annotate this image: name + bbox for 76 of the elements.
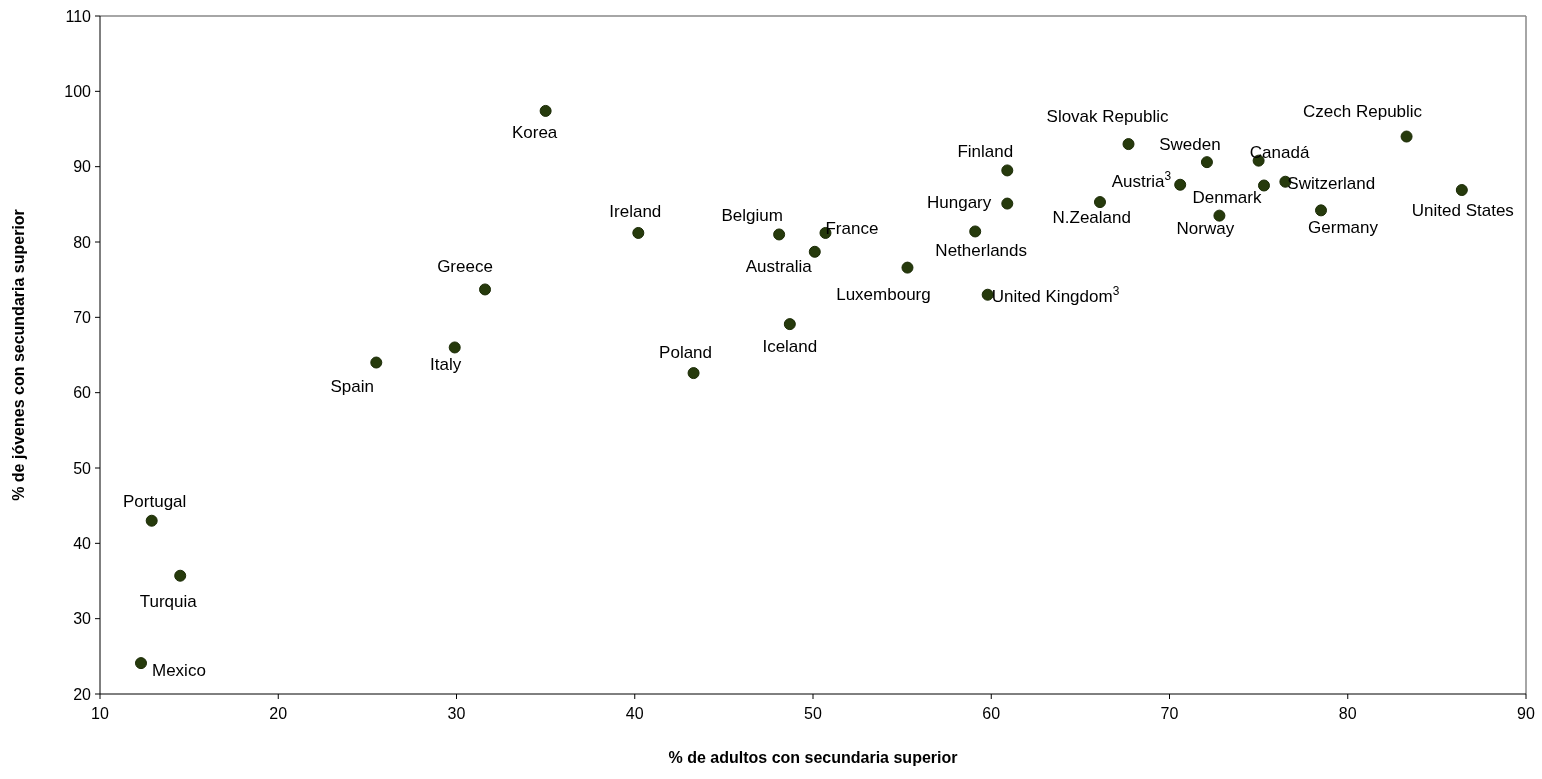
x-tick-label: 20 (269, 705, 288, 722)
annotation: Australia (745, 256, 813, 276)
point (174, 569, 187, 582)
annotation: France (825, 218, 879, 238)
point (632, 226, 645, 239)
y-axis-title: % de jóvenes con secundaria superior (10, 209, 27, 501)
annotation: Denmark (1192, 187, 1262, 207)
y-tick-label: 90 (73, 158, 92, 176)
point (1001, 164, 1014, 177)
annotation: Turquia (139, 591, 198, 611)
y-tick-label: 50 (73, 459, 92, 477)
annotation: Mexico (152, 661, 206, 681)
point (1001, 197, 1014, 210)
point (135, 657, 147, 670)
annotation: United States (1411, 201, 1514, 221)
y-tick-label: 30 (73, 610, 92, 628)
annotation: Slovak Republic (1046, 107, 1169, 127)
y-tick-label: 40 (73, 534, 92, 552)
x-tick-label: 90 (1517, 705, 1535, 722)
annotation: Iceland (762, 337, 818, 357)
point (448, 341, 461, 354)
annotation: Greece (437, 257, 493, 277)
annotation: Sweden (1159, 135, 1221, 155)
x-tick-label: 70 (1160, 705, 1179, 722)
annotation: Switzerland (1287, 173, 1376, 193)
annotation: Spain (330, 376, 375, 396)
y-tick-label: 70 (73, 308, 92, 326)
annotation: United Kingdom$^{3}$ (991, 283, 1120, 306)
y-tick-label: 100 (64, 82, 92, 100)
point (370, 356, 383, 369)
annotation: Czech Republic (1303, 101, 1423, 121)
x-tick-label: 30 (447, 705, 466, 722)
point (539, 104, 552, 117)
point (687, 367, 700, 380)
point (1455, 184, 1468, 197)
x-tick-label: 10 (91, 705, 109, 722)
x-tick-label: 80 (1338, 705, 1357, 722)
x-axis-title: % de adultos con secundaria superior (668, 749, 958, 766)
y-tick-label: 80 (73, 233, 92, 251)
annotation: Italy (430, 355, 462, 375)
point (1257, 179, 1270, 192)
annotation: Belgium (721, 206, 783, 226)
point (1174, 178, 1187, 191)
y-tick-label: 60 (73, 384, 92, 402)
y-tick-label: 20 (73, 685, 92, 703)
point (145, 514, 158, 527)
annotation: Germany (1308, 218, 1379, 238)
annotation: Ireland (609, 201, 662, 221)
point (1200, 156, 1213, 169)
point (901, 261, 914, 274)
x-tick-label: 40 (625, 705, 644, 722)
annotation: Canadá (1249, 142, 1310, 162)
annotation: Luxembourg (836, 284, 931, 304)
annotation: Portugal (123, 491, 187, 511)
point (1122, 138, 1135, 151)
point (479, 283, 492, 296)
annotation: Austria$^{3}$ (1111, 168, 1172, 191)
annotation: Hungary (927, 192, 992, 212)
point (1315, 204, 1328, 217)
point (773, 228, 786, 241)
point (783, 318, 796, 331)
x-tick-label: 60 (982, 705, 1001, 722)
annotation: Norway (1176, 218, 1235, 238)
point (969, 225, 982, 238)
point (1400, 130, 1413, 143)
point (1093, 196, 1106, 209)
annotation: Korea (511, 122, 558, 142)
y-tick-label: 110 (65, 7, 92, 25)
point (808, 245, 821, 258)
annotation: Netherlands (935, 241, 1028, 261)
annotation: Poland (659, 343, 713, 363)
annotation: Finland (957, 142, 1014, 162)
point (981, 288, 994, 301)
x-tick-label: 50 (804, 705, 822, 722)
annotation: N.Zealand (1052, 208, 1131, 228)
point (1213, 209, 1226, 222)
